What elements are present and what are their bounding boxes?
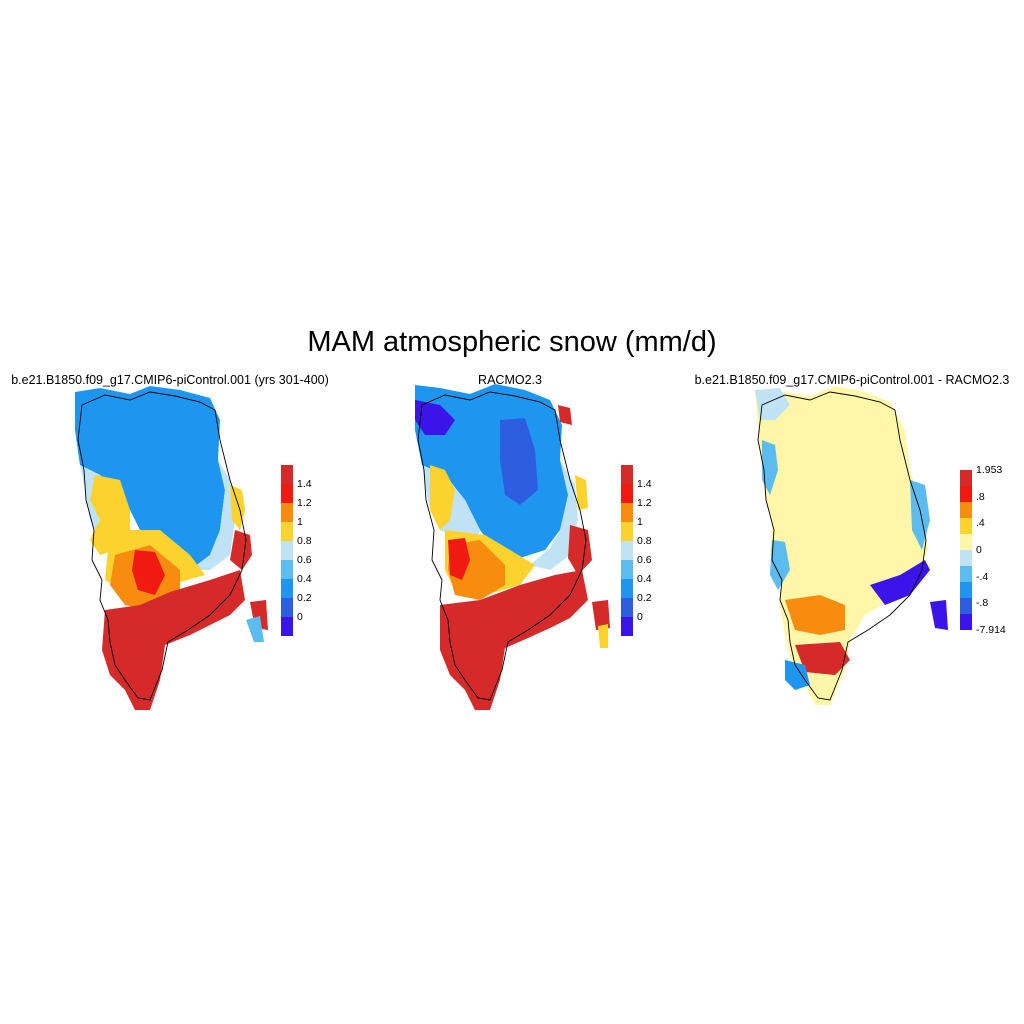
- colorbar-tick-label: 1: [297, 516, 303, 528]
- colorbar-swatch: [281, 503, 293, 522]
- colorbar-swatch: [281, 484, 293, 503]
- coastline: [757, 391, 927, 701]
- field-north-blue: [415, 384, 570, 558]
- colorbar-tick-label: 1: [637, 516, 643, 528]
- field-north-blue: [75, 386, 225, 570]
- colorbar-swatch: [621, 484, 633, 503]
- field-east-coast-red: [568, 525, 592, 575]
- colorbar-swatch: [960, 534, 972, 550]
- colorbar-swatch: [960, 582, 972, 598]
- field-south-orange: [785, 595, 845, 635]
- field-northeast-red: [558, 405, 572, 425]
- colorbar-swatch: [960, 614, 972, 630]
- field-central-darkblue: [500, 418, 538, 505]
- colorbar-tick-label: 0: [637, 611, 643, 623]
- field-red-core: [132, 550, 165, 595]
- colorbar-swatch: [960, 598, 972, 614]
- panel-title-racmo: RACMO2.3: [478, 373, 542, 387]
- field-north-lightblue: [755, 388, 790, 420]
- field-west-coast-blue-2: [770, 540, 790, 590]
- colorbar-swatch: [621, 598, 633, 617]
- greenland-field: [755, 386, 948, 705]
- colorbar-swatch: [621, 579, 633, 598]
- colorbar-swatch: [621, 503, 633, 522]
- field-east-coast-blue: [910, 480, 930, 550]
- coastline: [417, 391, 587, 701]
- colorbar-tick-label: 0: [297, 611, 303, 623]
- colorbar-tick-label: 1.953: [976, 464, 1003, 476]
- greenland-field: [75, 386, 268, 710]
- colorbar-swatch: [960, 470, 972, 486]
- field-south-red: [102, 570, 245, 710]
- colorbar-swatch: [960, 566, 972, 582]
- colorbar-tick-label: 1.4: [297, 478, 312, 490]
- field-east-coast-red: [230, 530, 252, 570]
- greenland-field: [415, 384, 610, 710]
- field-east-coast-yellow: [575, 475, 588, 510]
- field-southeast-island-yellow: [598, 624, 608, 648]
- colorbar-tick-label: 0.6: [637, 554, 652, 566]
- colorbar-swatch: [281, 522, 293, 541]
- colorbar-swatch: [621, 617, 633, 636]
- colorbar-tick-label: -7.914: [976, 624, 1006, 636]
- colorbar-swatch: [281, 541, 293, 560]
- colorbar-swatch: [281, 465, 293, 484]
- field-southeast-island-blue: [246, 616, 264, 642]
- field-east-lightblue: [190, 460, 235, 570]
- colorbar-swatch: [621, 541, 633, 560]
- field-south-red: [440, 570, 588, 710]
- field-east-coast-yellow: [230, 485, 245, 530]
- colorbar-tick-label: 0.6: [297, 554, 312, 566]
- coastline: [77, 391, 247, 701]
- colorbar-tick-label: .8: [976, 490, 985, 503]
- colorbar-tick-label: .4: [976, 517, 985, 530]
- colorbar-swatch: [281, 579, 293, 598]
- colorbar-tick-label: -.8: [976, 597, 989, 610]
- colorbar-swatch: [281, 617, 293, 636]
- colorbar-swatch: [960, 486, 972, 502]
- colorbar-swatch: [281, 598, 293, 617]
- colorbar-swatch: [281, 560, 293, 579]
- colorbar-tick-label: 1.2: [637, 497, 652, 509]
- colorbar-swatch: [621, 560, 633, 579]
- field-south-mixed: [785, 660, 810, 690]
- field-southeast-island: [592, 600, 610, 630]
- colorbar-tick-label: 1.4: [637, 478, 652, 490]
- field-north-darkblue: [415, 400, 455, 435]
- field-southeast-darkblue: [870, 560, 930, 605]
- colorbar-tick-label: 0.8: [637, 535, 652, 547]
- colorbar-swatch: [621, 522, 633, 541]
- colorbar-swatch: [960, 518, 972, 534]
- colorbar-tick-label: 0.4: [297, 573, 312, 585]
- colorbar-swatch: [621, 465, 633, 484]
- field-red-west: [448, 538, 470, 580]
- colorbar-swatch: [960, 550, 972, 566]
- colorbar-tick-label: 0.4: [637, 573, 652, 585]
- figure-title: MAM atmospheric snow (mm/d): [307, 326, 717, 358]
- colorbar-tick-label: 0.2: [637, 592, 652, 604]
- colorbar-tick-label: 1.2: [297, 497, 312, 509]
- map-racmo-snowfall: [415, 384, 610, 710]
- field-south-red: [795, 642, 850, 675]
- field-southeast-island-blue: [930, 600, 948, 630]
- field-west-coast-blue: [762, 440, 778, 495]
- panel-title-difference: b.e21.B1850.f09_g17.CMIP6-piControl.001 …: [694, 373, 1010, 387]
- field-east-lightblue: [530, 460, 578, 570]
- colorbar-swatch: [960, 502, 972, 518]
- field-west-yellow: [430, 465, 455, 530]
- colorbar-tick-label: 0.2: [297, 592, 312, 604]
- panel-title-model: b.e21.B1850.f09_g17.CMIP6-piControl.001 …: [11, 373, 329, 387]
- map-model-snowfall: [75, 386, 268, 710]
- colorbar-tick-label: 0: [976, 544, 982, 556]
- colorbar-tick-label: -.4: [976, 570, 989, 583]
- map-difference: [755, 386, 948, 705]
- colorbar-tick-label: 0.8: [297, 535, 312, 547]
